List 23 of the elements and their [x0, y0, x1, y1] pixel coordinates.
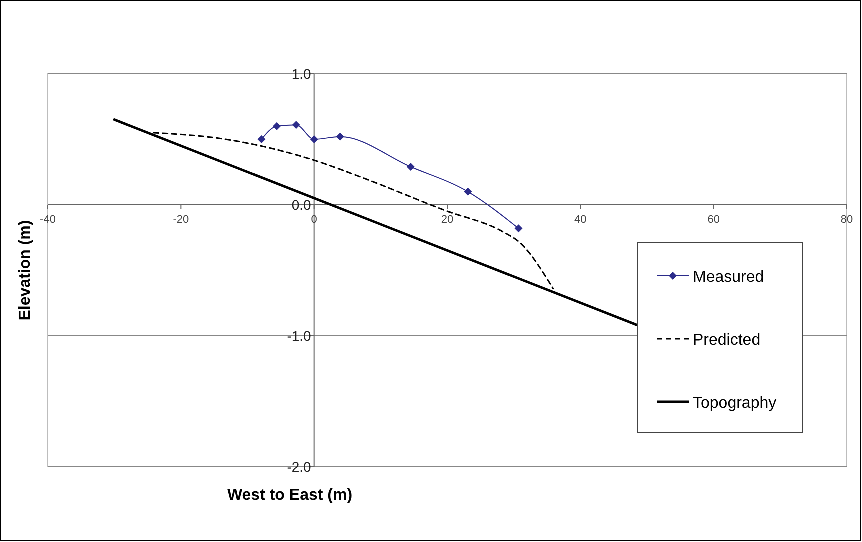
x-tick-label: -20 [173, 214, 190, 226]
y-tick-label: 1.0 [292, 66, 312, 82]
line-series [153, 132, 554, 290]
x-tick-label: 20 [441, 214, 454, 226]
legend-label: Predicted [693, 332, 761, 349]
x-tick-label: 60 [708, 214, 720, 226]
y-tick-label: -1.0 [287, 328, 312, 344]
x-tick-label: -40 [40, 214, 56, 226]
point [336, 132, 344, 141]
legend-label: Measured [693, 269, 764, 286]
point [464, 188, 472, 196]
x-axis-title: West to East (m) [227, 487, 353, 504]
y-axis-title: Elevation (m) [17, 220, 34, 321]
point [258, 136, 266, 144]
point [273, 122, 282, 130]
point [292, 121, 300, 130]
legend-label: Topography [693, 395, 777, 412]
point [514, 224, 523, 233]
x-tick-label: 80 [840, 214, 854, 226]
x-tick-label: 40 [574, 214, 587, 226]
point [406, 163, 415, 172]
y-tick-label: -2.0 [287, 459, 312, 475]
point [310, 136, 318, 144]
